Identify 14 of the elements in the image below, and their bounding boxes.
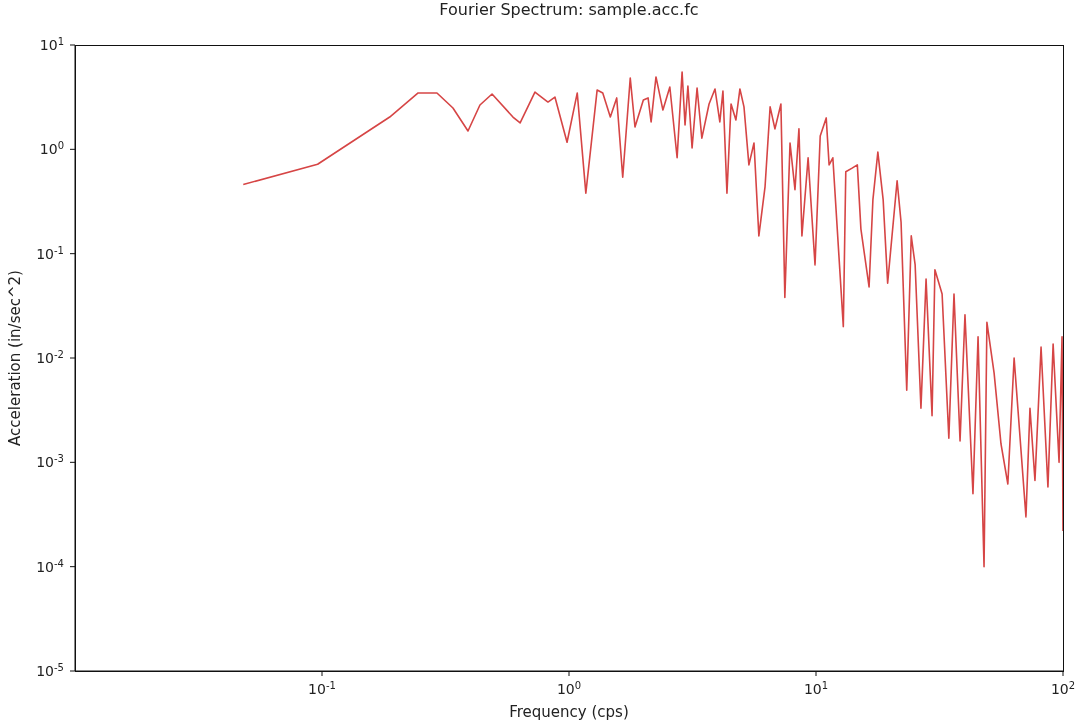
y-tick-label: 10$^{-1}$ <box>36 244 64 262</box>
y-tick-label: 10$^{-5}$ <box>36 661 64 679</box>
x-tick-label: 10$^{2}$ <box>1050 679 1076 697</box>
y-tick-label: 10$^{-4}$ <box>36 557 64 575</box>
x-tick-label: 10$^{0}$ <box>556 679 582 697</box>
x-axis-title: Frequency (cps) <box>508 703 630 721</box>
y-tick-label: 10$^{1}$ <box>39 35 64 53</box>
x-tick-label: 10$^{-1}$ <box>308 679 336 697</box>
x-tick-label: 10$^{1}$ <box>803 679 829 697</box>
y-tick-label: 10$^{0}$ <box>39 139 64 158</box>
y-tick-label: 10$^{-3}$ <box>36 452 64 471</box>
y-tick-label: 10$^{-2}$ <box>36 348 64 366</box>
y-axis-title: Acceleration (in/sec^2) <box>6 270 24 446</box>
chart-title: Fourier Spectrum: sample.acc.fc <box>438 0 700 19</box>
